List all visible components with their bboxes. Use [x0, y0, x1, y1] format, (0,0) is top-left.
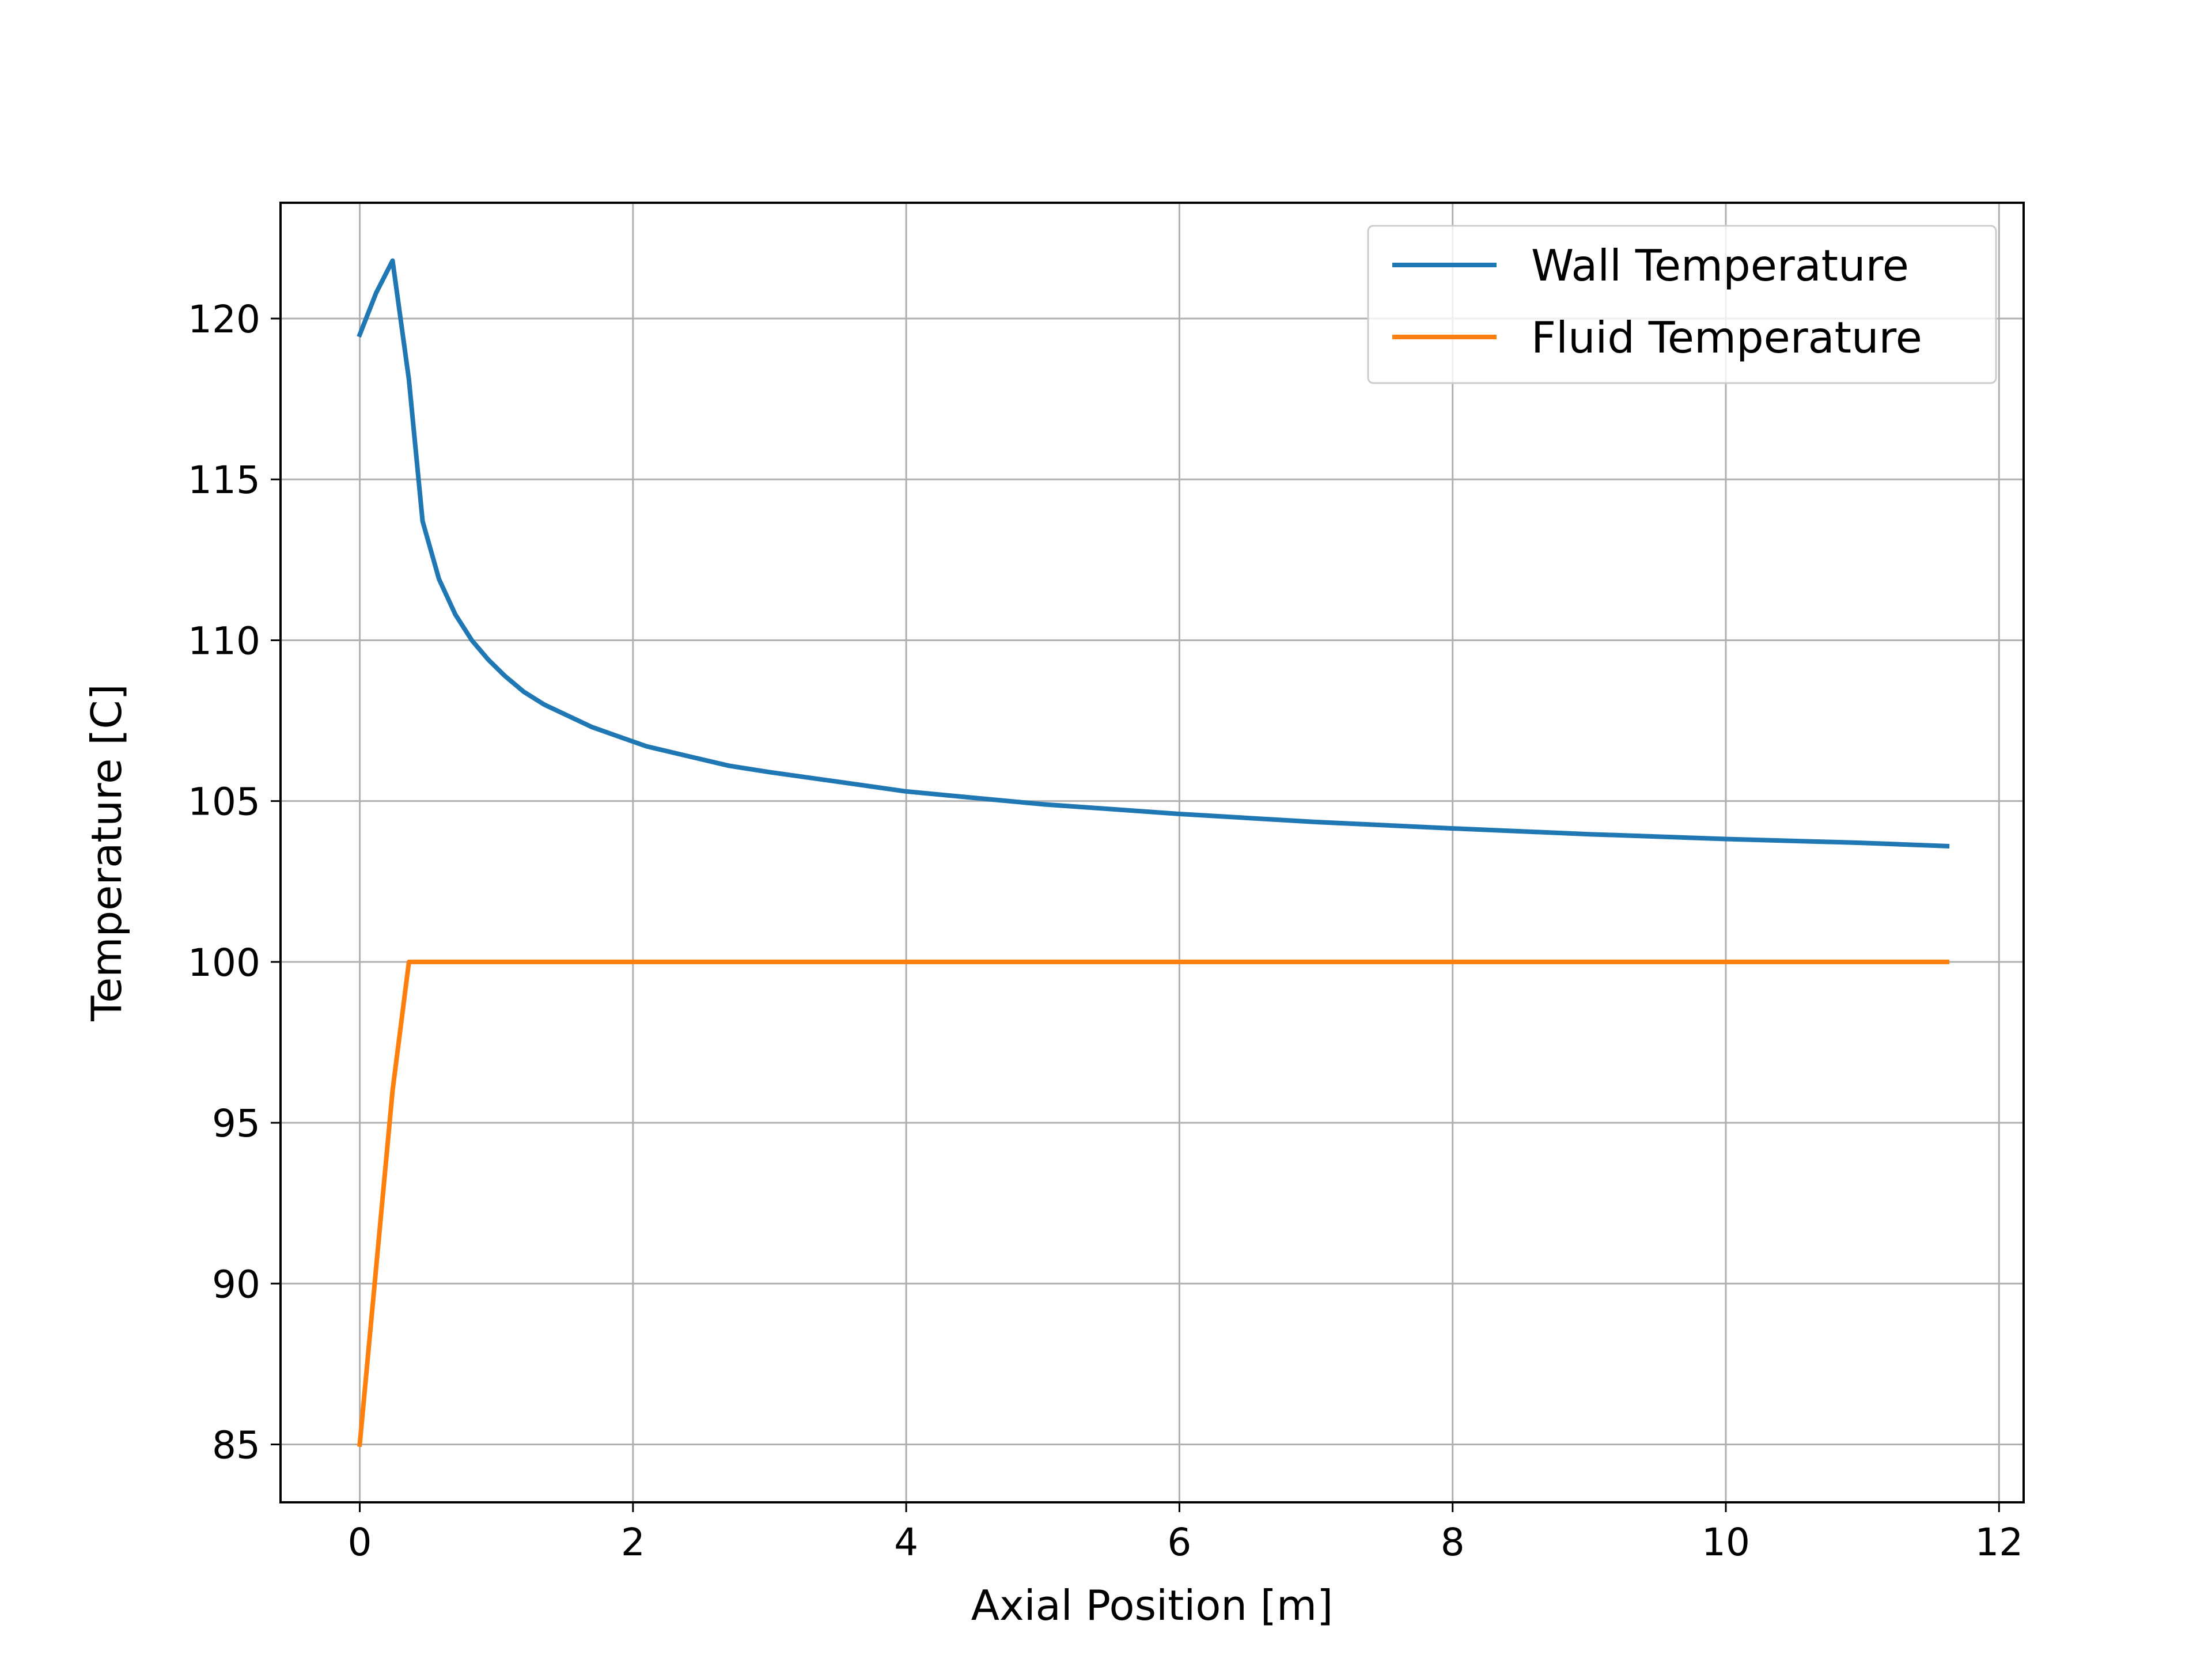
y-tick-label: 85 — [212, 1423, 260, 1467]
plot-frame — [279, 202, 2025, 1503]
axis-ticks: 0 2 4 6 8 10 12 85 90 95 100 105 110 115 120 — [188, 297, 2023, 1565]
x-tick-label: 8 — [1441, 1520, 1465, 1565]
x-tick-label: 10 — [1702, 1520, 1750, 1565]
y-tick-label: 100 — [188, 941, 260, 985]
legend-label-fluid-temperature: Fluid Temperature — [1531, 312, 1922, 363]
series-lines — [357, 258, 1950, 1447]
x-tick-label: 4 — [894, 1520, 918, 1565]
y-tick-label: 115 — [188, 458, 260, 502]
y-tick-label: 120 — [188, 297, 260, 342]
y-axis-label: Temperature [C] — [82, 684, 131, 1021]
x-tick-label: 6 — [1167, 1520, 1191, 1565]
legend-box — [1367, 225, 1997, 384]
y-tick-label: 110 — [188, 619, 260, 663]
legend-label-wall-temperature: Wall Temperature — [1531, 240, 1909, 291]
series-line-wall-temperature — [357, 258, 1950, 849]
legend: Wall Temperature Fluid Temperature — [1367, 225, 1997, 384]
y-tick-label: 95 — [212, 1101, 260, 1146]
series-line-fluid-temperature — [357, 959, 1950, 1447]
x-tick-label: 0 — [348, 1520, 372, 1565]
y-tick-label: 90 — [212, 1262, 260, 1306]
x-tick-label: 12 — [1975, 1520, 2023, 1565]
x-axis-label: Axial Position [m] — [971, 1581, 1333, 1630]
x-tick-label: 2 — [621, 1520, 645, 1565]
y-tick-label: 105 — [188, 780, 260, 824]
